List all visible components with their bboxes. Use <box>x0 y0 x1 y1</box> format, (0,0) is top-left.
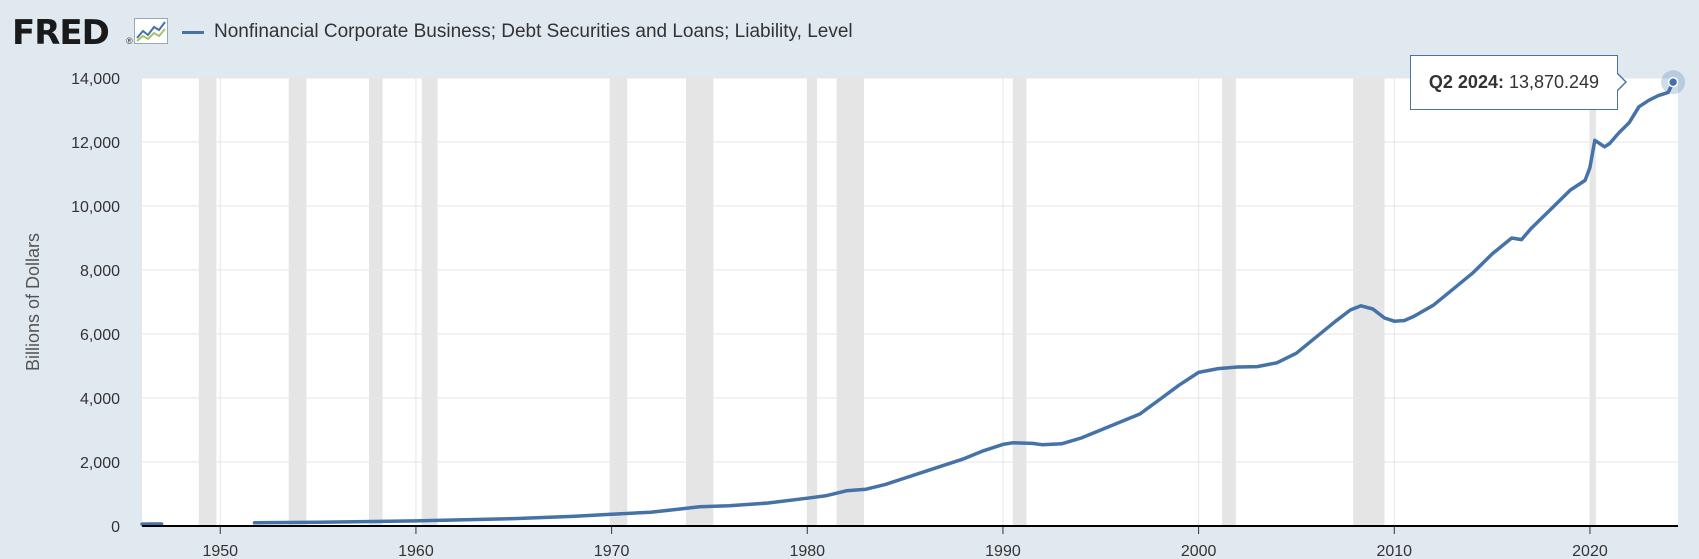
y-tick-label: 12,000 <box>71 135 120 152</box>
y-axis-ticks: 0 2,000 4,000 6,000 8,000 10,000 12,000 14,000 <box>71 71 120 536</box>
y-tick-label: 8,000 <box>80 263 120 280</box>
tooltip-pointer-fill <box>1616 73 1625 91</box>
recession-band <box>421 78 438 526</box>
recession-bands <box>198 78 1596 526</box>
hover-point[interactable] <box>1667 76 1679 88</box>
plot-area <box>142 78 1678 526</box>
legend-series-label: Nonfinancial Corporate Business; Debt Se… <box>214 21 853 42</box>
y-axis-title: Billions of Dollars <box>23 233 43 371</box>
x-tick-label: 1960 <box>398 543 434 559</box>
x-tick-label: 2010 <box>1376 543 1412 559</box>
recession-band <box>609 78 628 526</box>
series-lines <box>140 80 1675 526</box>
x-tick-label: 2000 <box>1181 543 1217 559</box>
x-tick-label: 1970 <box>594 543 630 559</box>
y-tick-label: 2,000 <box>80 455 120 472</box>
recession-band <box>685 78 714 526</box>
chart-header: FRED ® Nonfinancial Corporate Business; … <box>0 0 1699 70</box>
y-tick-label: 6,000 <box>80 327 120 344</box>
recession-band <box>198 78 217 526</box>
fred-logo[interactable]: FRED <box>12 13 110 53</box>
recession-band <box>807 78 818 526</box>
x-tick-label: 2020 <box>1572 543 1608 559</box>
y-tick-label: 10,000 <box>71 199 120 216</box>
legend-series-swatch <box>182 30 204 34</box>
x-tick-label: 1950 <box>202 543 238 559</box>
recession-band <box>1589 78 1596 526</box>
y-tick-label: 4,000 <box>80 391 120 408</box>
y-tick-label: 14,000 <box>71 71 120 88</box>
recession-band <box>368 78 383 526</box>
recession-band <box>288 78 307 526</box>
recession-band <box>1012 78 1027 526</box>
line-chart-icon <box>134 18 168 44</box>
tooltip-period: Q2 2024: <box>1428 72 1504 92</box>
tooltip-value: 13,870.249 <box>1508 72 1600 92</box>
legend: Nonfinancial Corporate Business; Debt Se… <box>182 20 853 44</box>
x-axis-ticks: 1950 1960 1970 1980 1990 2000 2010 2020 <box>202 526 1608 559</box>
y-tick-label: 0 <box>111 519 120 536</box>
tooltip: Q2 2024: 13,870.249 <box>1410 55 1618 110</box>
recession-band <box>1222 78 1236 526</box>
gridlines <box>142 77 1678 526</box>
series-line <box>252 80 1675 525</box>
x-tick-label: 1990 <box>985 543 1021 559</box>
recession-band <box>836 78 865 526</box>
recession-band <box>1353 78 1385 526</box>
fred-logo-registered-mark: ® <box>126 36 133 46</box>
x-tick-label: 1980 <box>789 543 825 559</box>
